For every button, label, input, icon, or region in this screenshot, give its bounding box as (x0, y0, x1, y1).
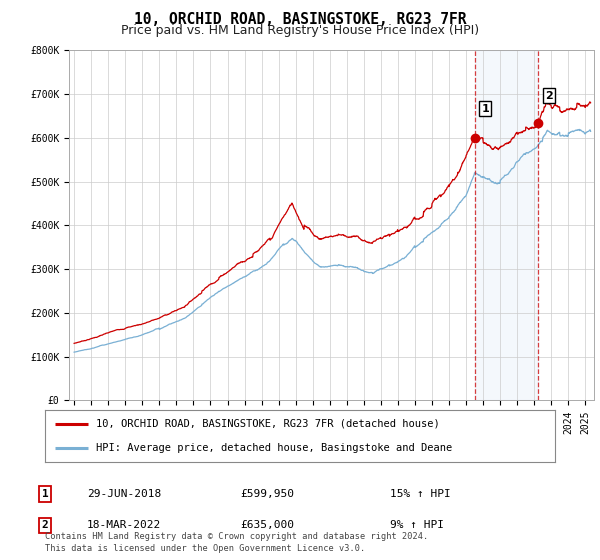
Text: Price paid vs. HM Land Registry's House Price Index (HPI): Price paid vs. HM Land Registry's House … (121, 24, 479, 37)
Text: 2: 2 (41, 520, 49, 530)
Text: £599,950: £599,950 (240, 489, 294, 499)
Text: HPI: Average price, detached house, Basingstoke and Deane: HPI: Average price, detached house, Basi… (96, 443, 452, 453)
Text: 29-JUN-2018: 29-JUN-2018 (87, 489, 161, 499)
Text: 9% ↑ HPI: 9% ↑ HPI (390, 520, 444, 530)
Text: 1: 1 (41, 489, 49, 499)
Text: £635,000: £635,000 (240, 520, 294, 530)
Text: 2: 2 (545, 91, 553, 101)
Text: 10, ORCHID ROAD, BASINGSTOKE, RG23 7FR (detached house): 10, ORCHID ROAD, BASINGSTOKE, RG23 7FR (… (96, 419, 440, 429)
Text: 1: 1 (481, 104, 489, 114)
Text: 15% ↑ HPI: 15% ↑ HPI (390, 489, 451, 499)
Text: 10, ORCHID ROAD, BASINGSTOKE, RG23 7FR: 10, ORCHID ROAD, BASINGSTOKE, RG23 7FR (134, 12, 466, 27)
Text: Contains HM Land Registry data © Crown copyright and database right 2024.
This d: Contains HM Land Registry data © Crown c… (45, 533, 428, 553)
Bar (475, 50, 538, 400)
Text: 18-MAR-2022: 18-MAR-2022 (87, 520, 161, 530)
